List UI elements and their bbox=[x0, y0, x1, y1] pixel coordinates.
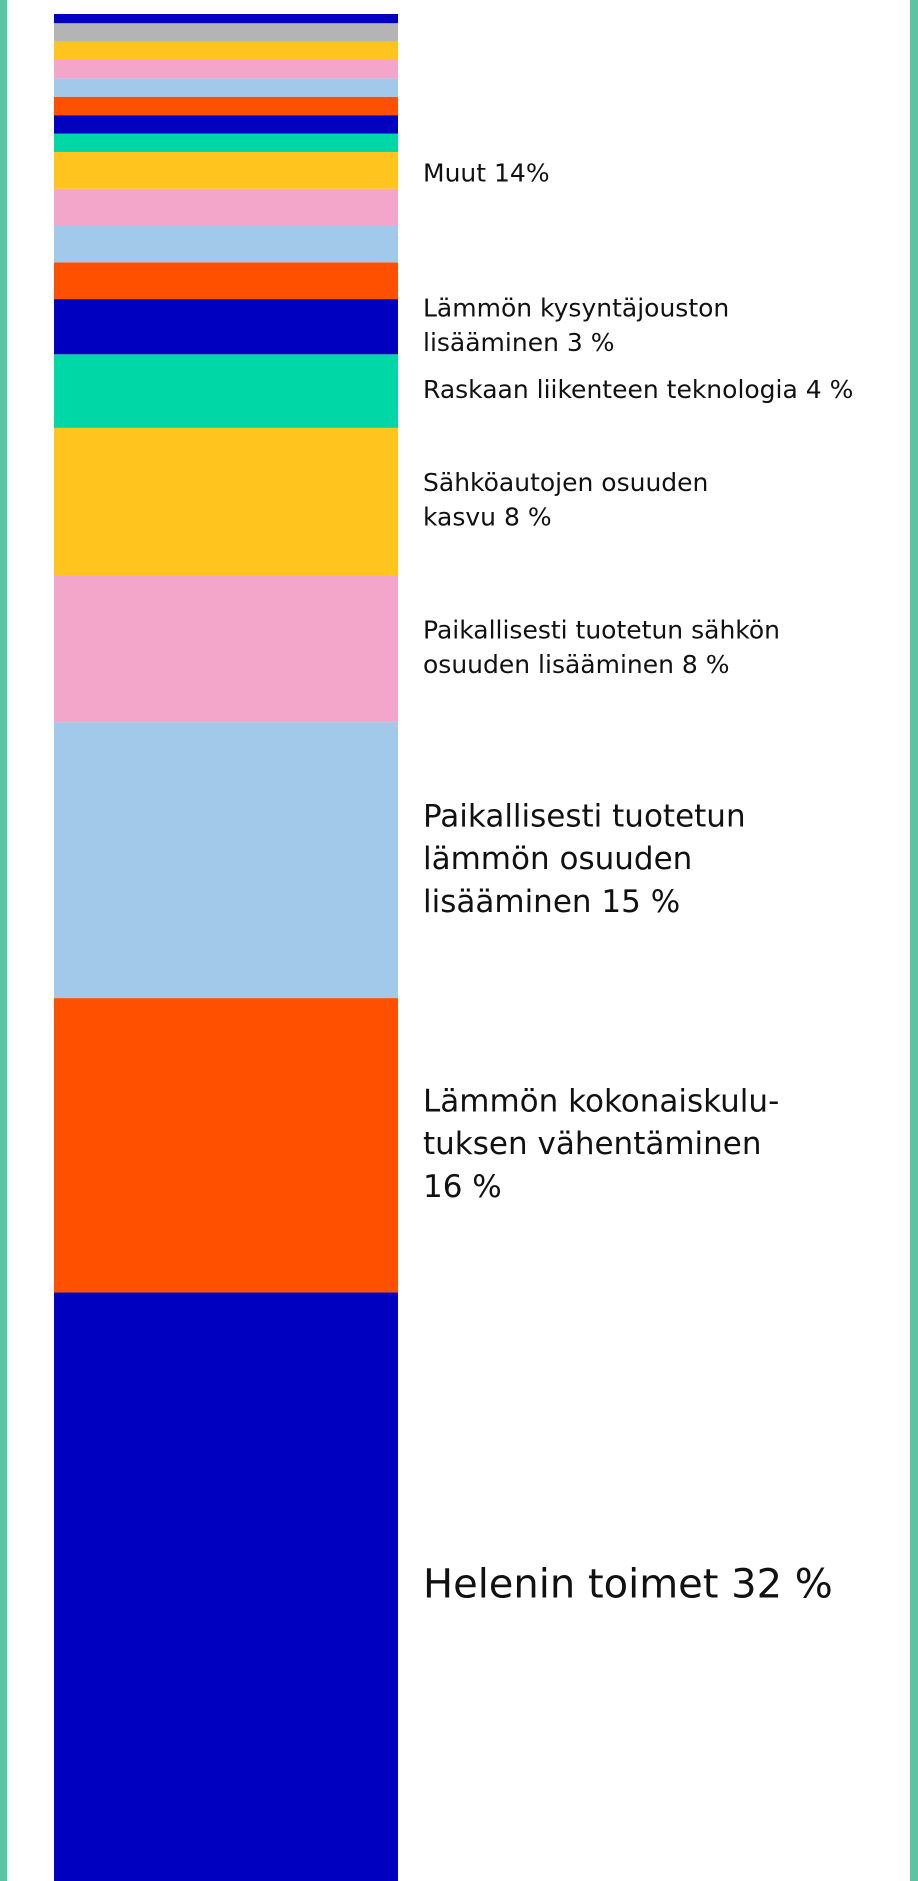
label-line: kasvu 8 % bbox=[423, 503, 552, 532]
segment-label: Lämmön kysyntäjouston lisääminen 3 % bbox=[423, 293, 729, 357]
left-border bbox=[0, 0, 7, 1881]
label-line: Raskaan liikenteen teknologia 4 % bbox=[423, 375, 853, 404]
segment-label: Raskaan liikenteen teknologia 4 % bbox=[423, 375, 853, 404]
bar-segment bbox=[54, 133, 398, 152]
bar-segment bbox=[54, 14, 398, 24]
bar-segment bbox=[54, 115, 398, 134]
label-line: Lämmön kokonaiskulu- bbox=[423, 1083, 779, 1119]
bar-segment bbox=[54, 575, 398, 723]
bar-segment bbox=[54, 151, 398, 189]
bar-segment bbox=[54, 1292, 398, 1881]
segment-label: Paikallisesti tuotetun sähkön osuuden lis… bbox=[423, 615, 780, 679]
bar-segment bbox=[54, 23, 398, 42]
bar-segment bbox=[54, 299, 398, 355]
bar-segment bbox=[54, 41, 398, 60]
bar-segment bbox=[54, 188, 398, 226]
bar-segment bbox=[54, 998, 398, 1293]
bar-segment bbox=[54, 262, 398, 300]
label-line: tuksen vähentäminen bbox=[423, 1126, 762, 1162]
right-border bbox=[910, 0, 918, 1881]
label-line: Lämmön kysyntäjouston bbox=[423, 293, 729, 322]
bar-segment bbox=[54, 59, 398, 79]
label-line: lämmön osuuden bbox=[423, 841, 692, 877]
segment-label: Muut 14% bbox=[423, 159, 550, 188]
label-line: lisääminen 3 % bbox=[423, 328, 614, 357]
bar-segment bbox=[54, 354, 398, 428]
label-line: lisääminen 15 % bbox=[423, 883, 680, 919]
bar-segment bbox=[54, 722, 398, 999]
label-line: osuuden lisääminen 8 % bbox=[423, 650, 730, 679]
bar-segment bbox=[54, 96, 398, 116]
bar-segment bbox=[54, 427, 398, 576]
bar-segment bbox=[54, 78, 398, 97]
label-line: Paikallisesti tuotetun sähkön bbox=[423, 615, 780, 644]
segment-label: Lämmön kokonaiskulu-tuksen vähentäminen 1… bbox=[423, 1083, 779, 1205]
segment-label: Sähköautojen osuuden kasvu 8 % bbox=[423, 468, 708, 532]
label-line: Sähköautojen osuuden bbox=[423, 468, 708, 497]
bar-segment bbox=[54, 225, 398, 263]
label-line: Paikallisesti tuotetun bbox=[423, 798, 746, 834]
label-line: Helenin toimet 32 % bbox=[423, 1562, 833, 1608]
segment-label: Paikallisesti tuotetun lämmön osuuden lisä… bbox=[423, 798, 746, 920]
segment-label: Helenin toimet 32 % bbox=[423, 1562, 833, 1608]
label-line: 16 % bbox=[423, 1169, 502, 1205]
label-line: Muut 14% bbox=[423, 159, 550, 188]
